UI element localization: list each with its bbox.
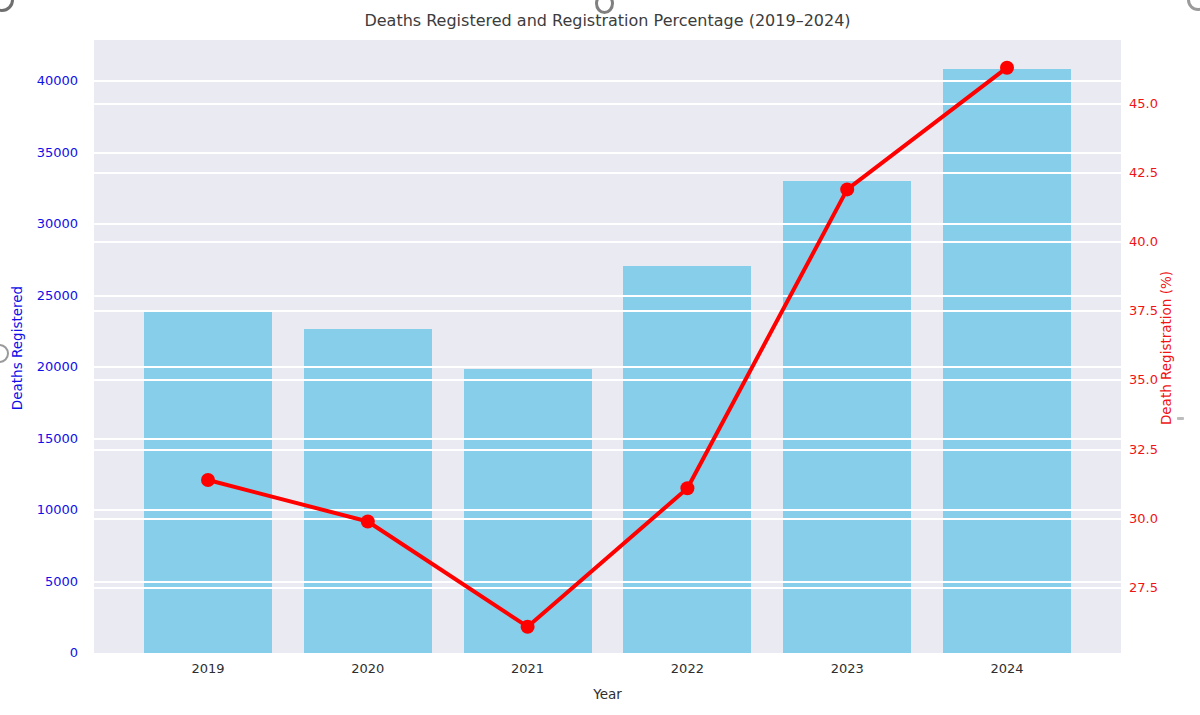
x-axis-ticks: 2019 2020 2021 2022 2023 2024 (94, 653, 1121, 683)
x-axis-label: Year (94, 686, 1121, 702)
ytick-left-15000: 15000 (0, 430, 78, 448)
xtick-2021: 2021 (488, 661, 568, 676)
line-series-layer (94, 40, 1121, 653)
chart-figure: Deaths Registered and Registration Perce… (0, 0, 1200, 715)
data-point-marker-2023 (840, 182, 854, 196)
xtick-2022: 2022 (647, 661, 727, 676)
cropped-glyph-artifact-top-right (1187, 0, 1200, 11)
ytick-left-40000: 40000 (0, 72, 78, 90)
xtick-2019: 2019 (168, 661, 248, 676)
plot-area (94, 40, 1121, 653)
data-point-marker-2021 (521, 620, 535, 634)
xtick-2023: 2023 (807, 661, 887, 676)
data-point-marker-2020 (361, 515, 375, 529)
data-point-marker-2022 (680, 481, 694, 495)
ytick-right-45.0: 45.0 (1129, 95, 1199, 113)
y-axis-left-label: Deaths Registered (9, 286, 25, 410)
y-axis-right-label: Death Registration (%) (1158, 271, 1174, 425)
ytick-left-35000: 35000 (0, 144, 78, 162)
ytick-left-5000: 5000 (0, 573, 78, 591)
xtick-2020: 2020 (328, 661, 408, 676)
ytick-left-0: 0 (0, 644, 78, 662)
ytick-left-10000: 10000 (0, 501, 78, 519)
chart-title: Deaths Registered and Registration Perce… (94, 11, 1121, 30)
y-axis-right-ticks: 27.530.032.535.037.540.042.545.0 (1121, 40, 1191, 653)
ytick-right-30.0: 30.0 (1129, 510, 1199, 528)
ytick-right-40.0: 40.0 (1129, 233, 1199, 251)
registration-percentage-line (208, 68, 1007, 627)
data-point-marker-2024 (1000, 61, 1014, 75)
cropped-glyph-artifact-top-left (0, 0, 14, 12)
xtick-2024: 2024 (967, 661, 1047, 676)
data-point-marker-2019 (201, 473, 215, 487)
ytick-right-27.5: 27.5 (1129, 579, 1199, 597)
ytick-left-30000: 30000 (0, 215, 78, 233)
ytick-right-32.5: 32.5 (1129, 441, 1199, 459)
ytick-right-42.5: 42.5 (1129, 164, 1199, 182)
